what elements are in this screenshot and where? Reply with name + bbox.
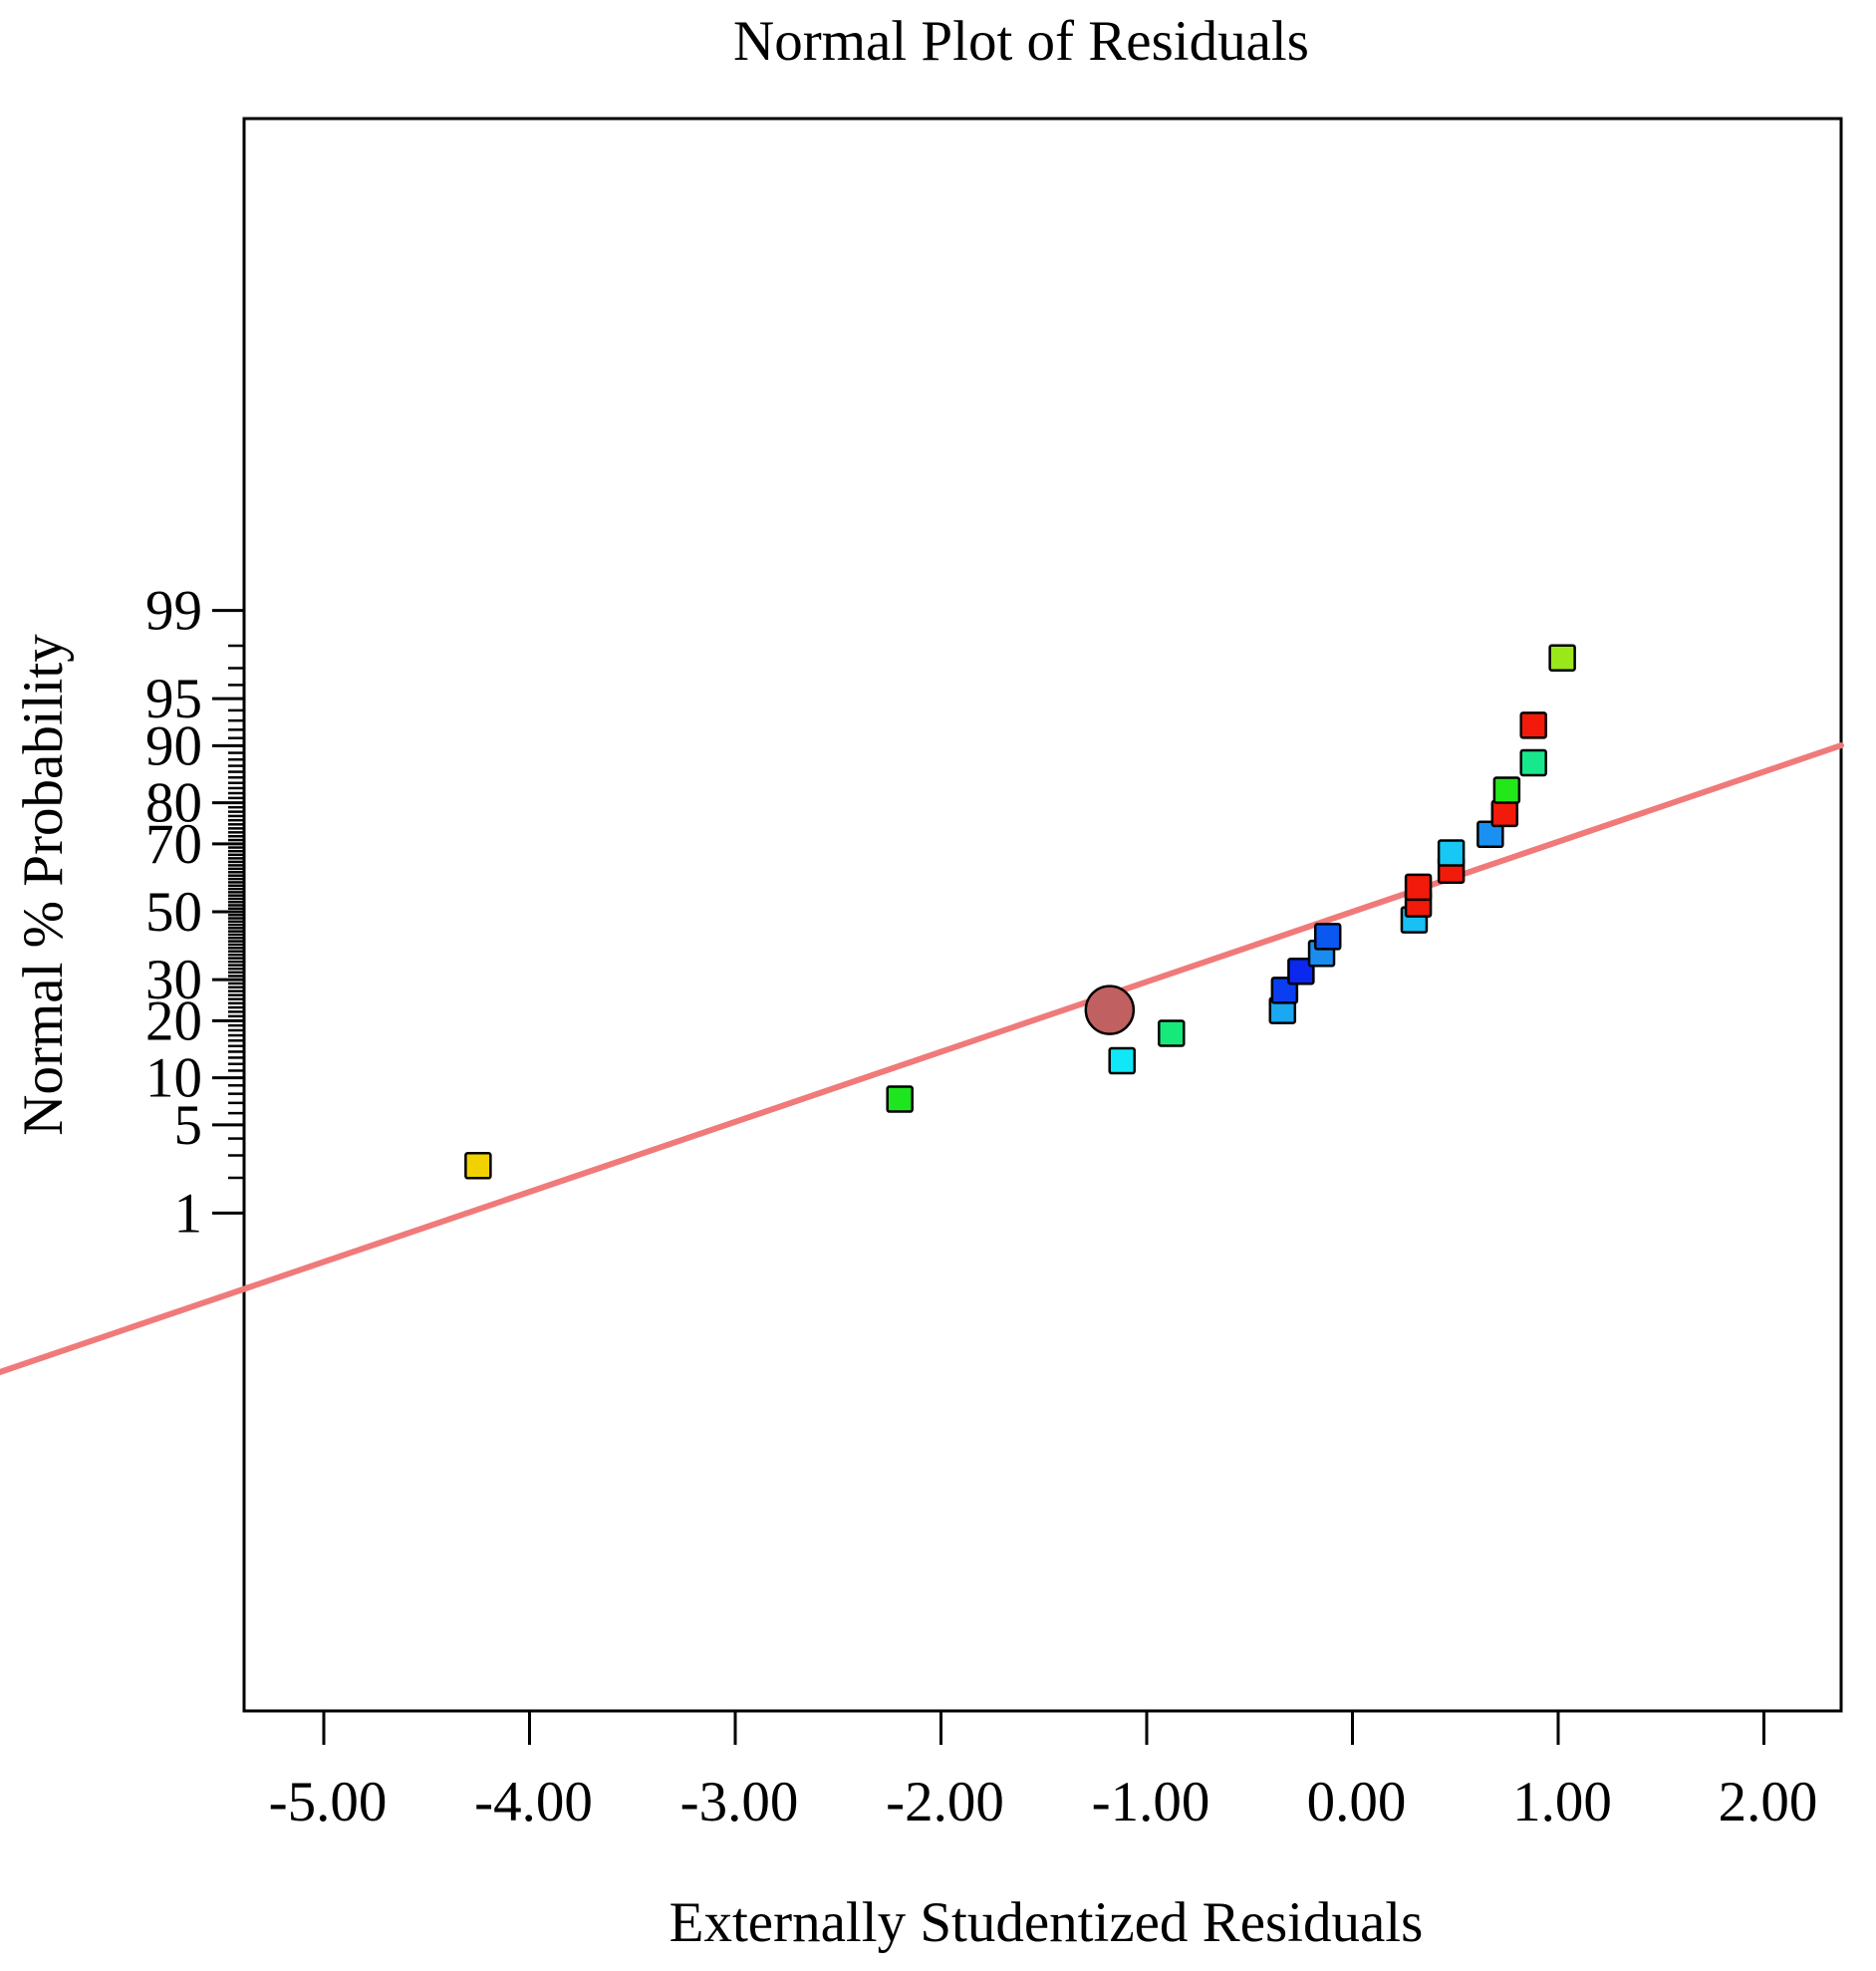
x-tick-label: 0.00 [1307,1771,1407,1833]
data-point[interactable] [886,1085,914,1113]
data-point[interactable] [1490,799,1519,828]
x-axis: -5.00 -4.00 -3.00 -2.00 -1.00 0.00 1.00 2.00 [269,1711,1818,1833]
y-axis-label: Normal % Probability [12,634,75,1136]
x-tick-label: -4.00 [474,1771,593,1833]
x-axis-label: Externally Studentized Residuals [670,1891,1424,1954]
x-tick-label: -3.00 [680,1771,799,1833]
data-point[interactable] [1108,1046,1136,1075]
y-tick-label: 70 [145,813,202,876]
data-point[interactable] [1437,839,1466,867]
plot-area-frame [242,117,1843,1713]
y-tick-label: 1 [174,1182,203,1245]
data-point[interactable] [464,1152,492,1180]
data-point-highlighted[interactable] [1084,985,1136,1035]
data-point[interactable] [1313,923,1342,951]
data-point[interactable] [1404,873,1433,902]
x-tick-label: 1.00 [1512,1771,1612,1833]
data-points [464,644,1576,1180]
data-point[interactable] [1519,748,1547,777]
data-point[interactable] [1158,1019,1186,1047]
y-tick-label: 20 [145,989,202,1052]
y-tick-label: 95 [145,668,202,730]
data-point[interactable] [1287,957,1315,986]
data-point[interactable] [1519,711,1547,739]
y-tick-label: 10 [145,1047,202,1110]
data-point[interactable] [1548,644,1576,672]
x-tick-label: 2.00 [1719,1771,1818,1833]
data-point[interactable] [1492,776,1521,804]
y-tick-label: 99 [145,580,202,643]
reference-line [0,742,1844,1376]
data-point[interactable] [1476,820,1504,849]
x-tick-label: -2.00 [886,1771,1004,1833]
y-tick-label: 90 [145,714,202,777]
y-tick-label: 5 [174,1094,203,1157]
y-tick-label: 30 [145,949,202,1011]
x-tick-label: -1.00 [1092,1771,1210,1833]
y-tick-label: 80 [145,772,202,835]
x-tick-label: -5.00 [269,1771,388,1833]
y-axis-minor-ticks [228,644,244,1180]
chart-title: Normal Plot of Residuals [733,10,1309,73]
y-tick-label: 50 [145,881,202,944]
